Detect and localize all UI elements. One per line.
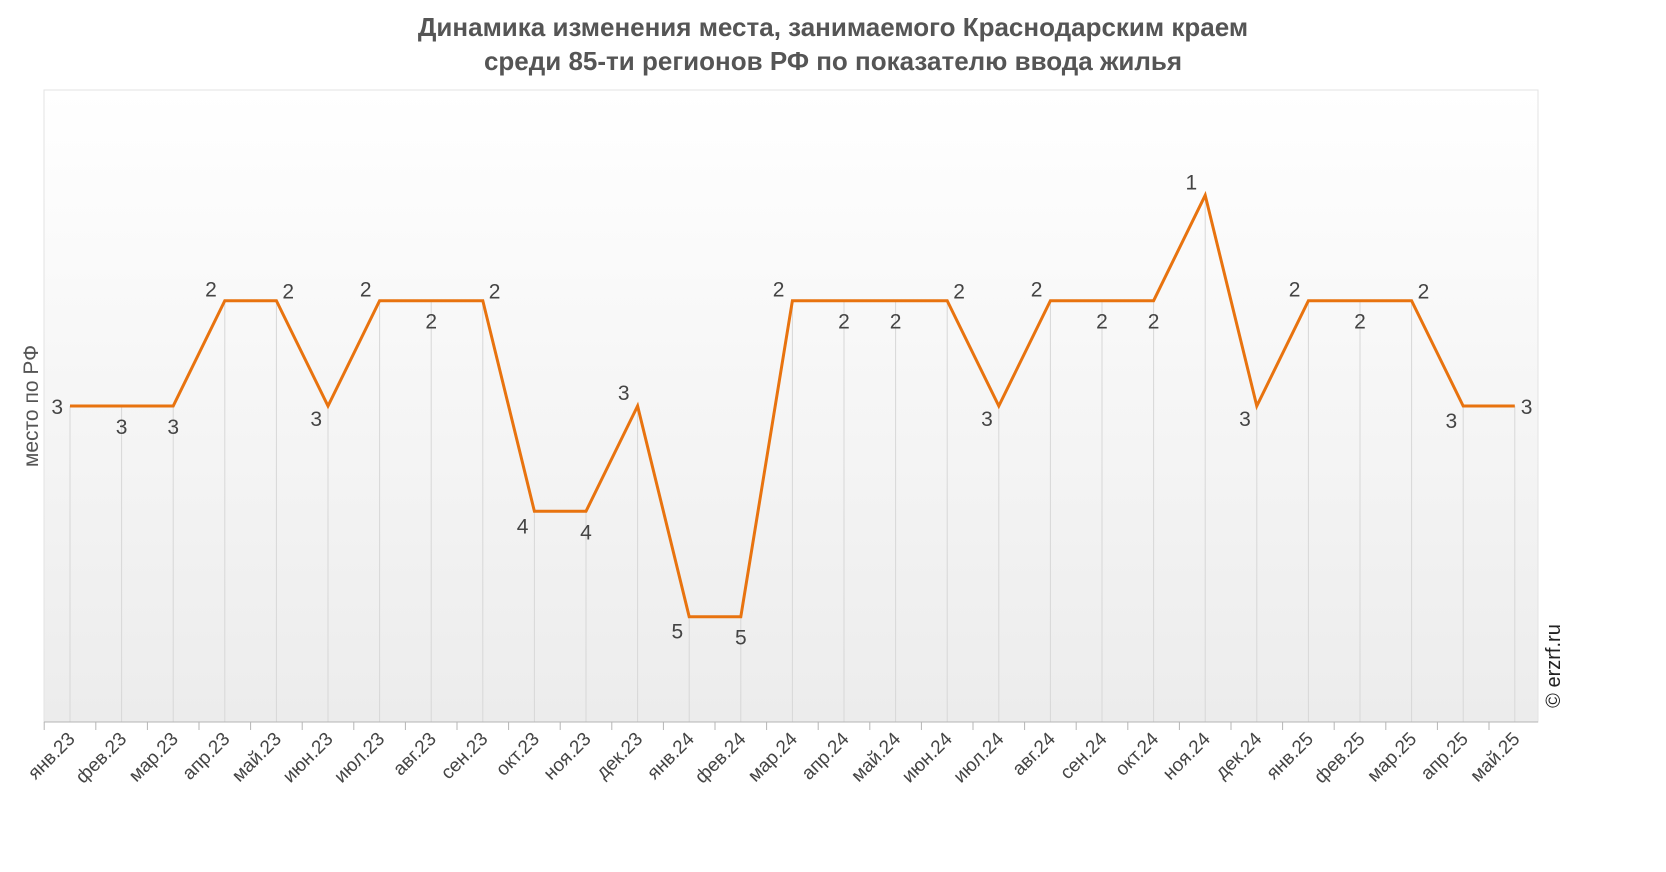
data-label-май.25: 3	[1521, 396, 1533, 419]
x-tick-label-окт.24: окт.24	[1111, 728, 1163, 780]
data-label-июл.23: 2	[360, 279, 372, 302]
x-tick-label-мар.23: мар.23	[125, 729, 183, 787]
data-label-ноя.24: 1	[1186, 171, 1198, 194]
plot-area	[43, 89, 1539, 723]
data-label-мар.25: 2	[1418, 281, 1430, 304]
series-layer	[70, 190, 1515, 619]
x-tick-label-июл.23: июл.23	[330, 729, 389, 788]
chart-title: Динамика изменения места, занимаемого Кр…	[0, 10, 1666, 78]
x-tick-label-янв.25: янв.25	[1263, 729, 1318, 784]
x-tick-label-янв.23: янв.23	[24, 729, 79, 784]
data-label-июл.24: 3	[981, 408, 993, 431]
x-tick-label-авг.23: авг.23	[389, 729, 440, 780]
x-axis	[43, 721, 1538, 730]
x-tick-labels: янв.23фев.23мар.23апр.23май.23июн.23июл.…	[24, 728, 1524, 788]
data-label-май.23: 2	[282, 281, 294, 304]
x-tick-label-фев.24: фев.24	[691, 728, 750, 787]
data-label-апр.23: 2	[205, 279, 217, 302]
x-tick-label-дек.24: дек.24	[1212, 728, 1267, 783]
chart-title-line-1: Динамика изменения места, занимаемого Кр…	[417, 12, 1249, 42]
x-tick-label-апр.23: апр.23	[179, 729, 235, 785]
x-tick-label-сен.23: сен.23	[437, 729, 492, 784]
x-tick-label-май.25: май.25	[1467, 729, 1525, 787]
data-label-дек.23: 3	[618, 382, 630, 405]
x-tick-label-авг.24: авг.24	[1009, 728, 1061, 780]
data-label-окт.24: 2	[1148, 311, 1160, 334]
x-tick-label-июл.24: июл.24	[950, 728, 1009, 787]
x-tick-label-июн.24: июн.24	[898, 728, 957, 787]
watermark: © erzrf.ru	[1543, 624, 1565, 708]
x-tick-label-июн.23: июн.23	[279, 729, 338, 788]
data-label-фев.25: 2	[1354, 311, 1366, 334]
x-tick-label-ноя.24: ноя.24	[1159, 728, 1215, 784]
data-label-ноя.23: 4	[580, 521, 592, 544]
data-label-дек.24: 3	[1239, 408, 1251, 431]
data-label-май.24: 2	[890, 311, 902, 334]
data-label-июн.23: 3	[310, 408, 322, 431]
data-label-мар.23: 3	[167, 416, 179, 439]
data-label-апр.25: 3	[1446, 410, 1458, 433]
x-tick-label-май.23: май.23	[228, 729, 286, 787]
data-label-мар.24: 2	[773, 279, 785, 302]
x-tick-label-фев.25: фев.25	[1310, 729, 1369, 788]
data-label-авг.23: 2	[425, 311, 437, 334]
data-label-авг.24: 2	[1031, 279, 1043, 302]
x-tick-label-дек.23: дек.23	[592, 729, 647, 784]
x-tick-label-окт.23: окт.23	[492, 729, 544, 781]
data-label-янв.25: 2	[1289, 279, 1301, 302]
gridlines	[69, 195, 1516, 722]
x-tick-label-фев.23: фев.23	[72, 729, 131, 788]
x-tick-label-сен.24: сен.24	[1056, 728, 1111, 783]
data-label-окт.23: 4	[517, 515, 529, 538]
data-label-апр.24: 2	[838, 311, 850, 334]
x-tick-label-апр.25: апр.25	[1417, 729, 1473, 785]
series-line	[70, 190, 1515, 619]
data-label-фев.24: 5	[735, 627, 747, 650]
x-tick-label-мар.25: мар.25	[1363, 729, 1421, 787]
data-label-июн.24: 2	[953, 281, 965, 304]
data-label-янв.23: 3	[51, 396, 63, 419]
x-tick-label-мар.24: мар.24	[744, 728, 802, 786]
y-axis-label: место по РФ	[20, 345, 43, 467]
data-label-сен.23: 2	[489, 281, 501, 304]
chart-title-line-2: среди 85-ти регионов РФ по показателю вв…	[483, 46, 1183, 76]
data-label-фев.23: 3	[116, 416, 128, 439]
x-tick-label-янв.24: янв.24	[643, 728, 699, 784]
x-tick-label-ноя.23: ноя.23	[540, 729, 596, 785]
x-tick-label-май.24: май.24	[847, 728, 905, 786]
data-label-сен.24: 2	[1096, 311, 1108, 334]
data-labels: 3 3 3 2 2 3 2 2 2 4 4 3 5 5 2 2 2 2 3 2 2 2 1 3 2 2 2 3 3	[51, 171, 1532, 649]
x-tick-label-апр.24: апр.24	[798, 728, 854, 784]
data-label-янв.24: 5	[672, 621, 684, 644]
